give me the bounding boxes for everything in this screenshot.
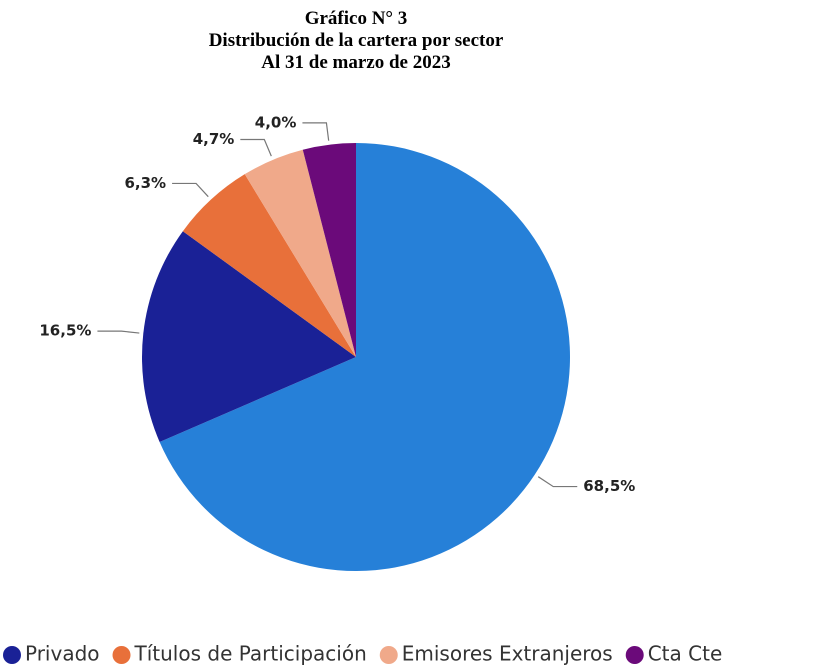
legend-marker xyxy=(3,646,21,664)
pie-slice xyxy=(182,174,356,357)
legend-marker xyxy=(625,646,644,664)
data-label: 68,5% xyxy=(583,477,635,495)
pie-slice xyxy=(244,149,356,357)
legend-label: Emisores Extranjeros xyxy=(402,642,613,666)
data-label: 16,5% xyxy=(39,322,91,340)
legend-label: Títulos de Participación xyxy=(134,642,367,666)
leader-line xyxy=(537,476,578,488)
chart-title: Gráfico N° 3 xyxy=(305,8,408,29)
data-label: 4,0% xyxy=(255,113,297,131)
data-label: 4,7% xyxy=(193,130,235,148)
pie-slice xyxy=(302,143,356,357)
leader-line xyxy=(240,138,272,157)
legend-label: Privado xyxy=(25,642,100,666)
data-label: 6,3% xyxy=(124,174,166,192)
legend-marker xyxy=(379,646,398,664)
legend-marker xyxy=(112,646,131,664)
pie-slice xyxy=(159,143,570,571)
pie-slice xyxy=(141,231,356,442)
leader-line xyxy=(172,182,209,198)
leader-line xyxy=(97,330,140,334)
leader-line xyxy=(302,122,330,141)
legend-label: Cta Cte xyxy=(648,642,723,666)
chart-title: Distribución de la cartera por sector xyxy=(209,30,504,51)
chart-title: Al 31 de marzo de 2023 xyxy=(261,52,450,73)
